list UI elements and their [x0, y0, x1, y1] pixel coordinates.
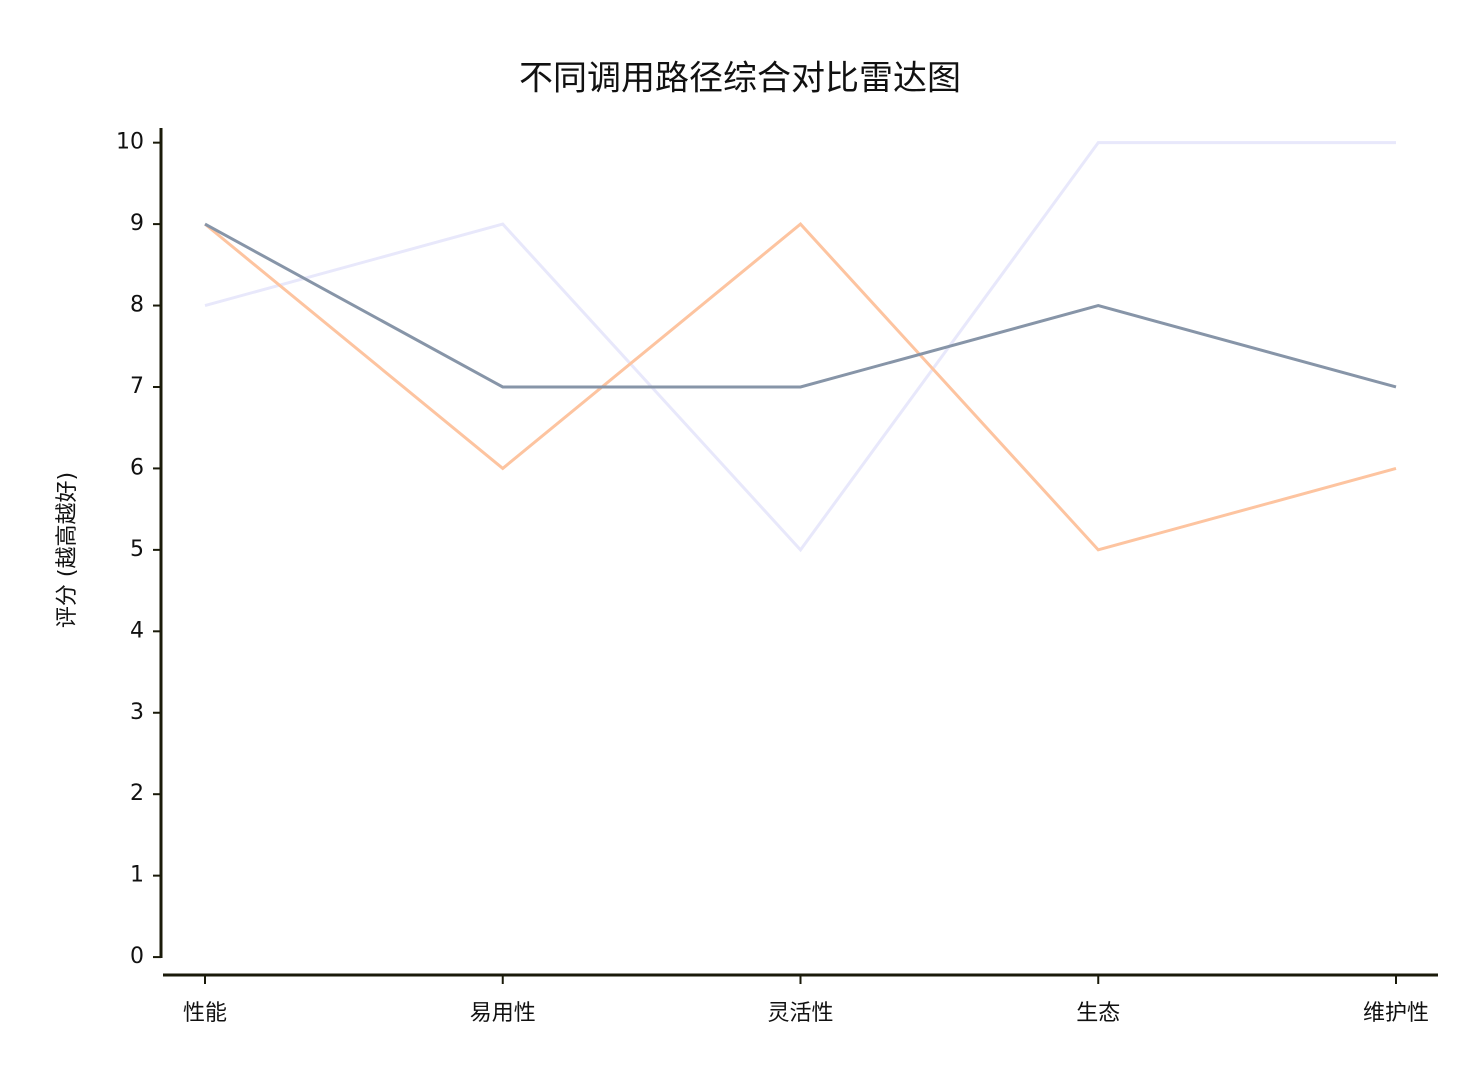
- chart-title: 不同调用路径综合对比雷达图: [519, 59, 961, 99]
- y-tick-label: 7: [130, 374, 144, 399]
- x-tick-label: 性能: [183, 1001, 227, 1026]
- y-tick-label: 1: [130, 863, 144, 888]
- y-tick-label: 8: [130, 293, 144, 318]
- y-tick-label: 9: [130, 211, 144, 236]
- series-line: [204, 222, 1397, 552]
- series-line: [204, 141, 1396, 553]
- y-axis-label: 评分 (越高越好): [55, 472, 80, 628]
- y-tick-label: 0: [130, 944, 144, 969]
- x-tick-label: 灵活性: [767, 1001, 833, 1026]
- y-tick-label: 2: [130, 781, 144, 806]
- x-tick-label: 维护性: [1363, 1001, 1429, 1026]
- series-line: [204, 222, 1397, 389]
- y-tick-label: 3: [130, 700, 144, 725]
- y-tick-label: 6: [130, 455, 144, 480]
- x-tick-label: 生态: [1076, 1001, 1120, 1026]
- y-tick-label: 10: [116, 130, 144, 155]
- y-tick-label: 5: [130, 537, 144, 562]
- x-tick-label: 易用性: [470, 1001, 536, 1026]
- y-tick-label: 4: [130, 618, 144, 643]
